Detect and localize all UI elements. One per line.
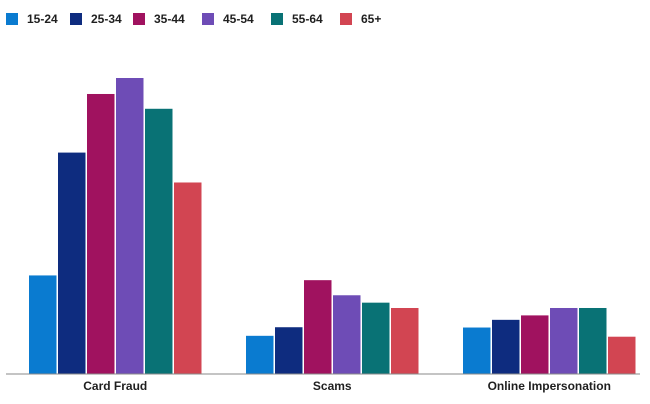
bar-card-fraud-15-24 <box>29 275 57 374</box>
bar-online-impersonation-65 <box>608 336 636 374</box>
legend-swatch <box>6 13 18 25</box>
bar-online-impersonation-15-24 <box>463 327 491 374</box>
category-label-scams: Scams <box>313 379 352 393</box>
bar-online-impersonation-45-54 <box>550 307 578 374</box>
legend-item-15-24: 15-24 <box>6 12 58 26</box>
legend-swatch <box>133 13 145 25</box>
bar-online-impersonation-35-44 <box>521 315 549 374</box>
legend-item-45-54: 45-54 <box>202 12 254 26</box>
legend-label: 25-34 <box>91 12 122 26</box>
legend-label: 15-24 <box>27 12 58 26</box>
category-labels: Card Fraud Scams Online Impersonation <box>83 379 611 393</box>
bar-scams-15-24 <box>246 335 274 374</box>
legend-swatch <box>70 13 82 25</box>
bar-online-impersonation-25-34 <box>492 319 520 374</box>
bar-online-impersonation-55-64 <box>579 307 607 374</box>
legend-item-65: 65+ <box>340 12 381 26</box>
bar-scams-55-64 <box>362 302 390 374</box>
category-label-online-impersonation: Online Impersonation <box>488 379 611 393</box>
legend: 15-24 25-34 35-44 45-54 55-64 65+ <box>6 12 381 26</box>
legend-item-55-64: 55-64 <box>271 12 323 26</box>
legend-item-25-34: 25-34 <box>70 12 122 26</box>
legend-label: 65+ <box>361 12 381 26</box>
category-label-card-fraud: Card Fraud <box>83 379 147 393</box>
bar-scams-45-54 <box>333 295 361 374</box>
bar-scams-25-34 <box>275 327 303 374</box>
legend-label: 55-64 <box>292 12 323 26</box>
bar-card-fraud-35-44 <box>87 93 115 374</box>
bar-card-fraud-45-54 <box>116 78 144 374</box>
legend-label: 35-44 <box>154 12 185 26</box>
bar-card-fraud-55-64 <box>145 108 173 374</box>
bars <box>29 78 636 374</box>
legend-swatch <box>340 13 352 25</box>
bar-card-fraud-65 <box>174 182 202 374</box>
bar-group-scams <box>246 280 419 374</box>
legend-swatch <box>202 13 214 25</box>
bar-scams-35-44 <box>304 280 332 374</box>
bar-scams-65 <box>391 307 419 374</box>
legend-item-35-44: 35-44 <box>133 12 185 26</box>
legend-label: 45-54 <box>223 12 254 26</box>
bar-group-card-fraud <box>29 78 202 374</box>
bar-card-fraud-25-34 <box>58 152 86 374</box>
bar-group-online-impersonation <box>463 307 636 374</box>
legend-swatch <box>271 13 283 25</box>
